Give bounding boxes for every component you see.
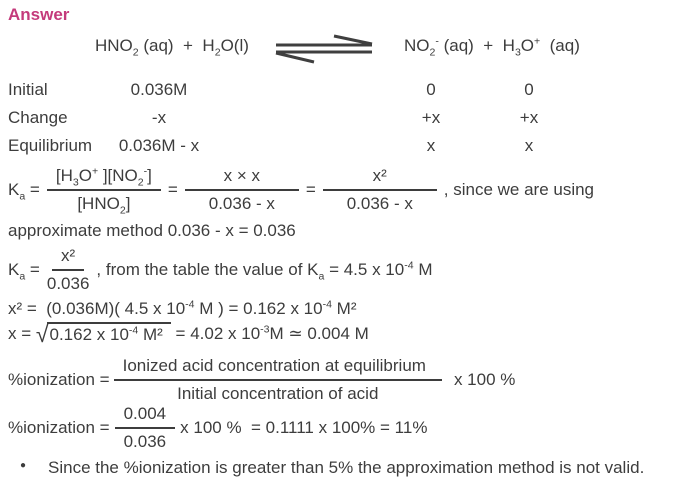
radical-sign: √ <box>35 320 49 347</box>
ionization-definition-fraction: Ionized acid concentration at equilibriu… <box>113 356 442 404</box>
square-root-line: x = √ 0.162 x 10-4 M² = 4.02 x 10-3M ≃ 0… <box>8 322 369 345</box>
equilibrium-arrows-icon <box>275 34 373 64</box>
ionization-computation-line: %ionization = 0.004 0.036 x 100 % = 0.11… <box>8 404 427 452</box>
ice-row-label: Change <box>8 108 68 127</box>
ice-cell-hno2: 0.036M <box>130 80 188 99</box>
ka-lhs: Ka = <box>8 180 40 203</box>
approximation-line: approximate method 0.036 - x = 0.036 <box>8 221 296 240</box>
equation-right-side: NO2- (aq) + H3O+ (aq) <box>404 35 580 59</box>
bullet-marker-icon: ● <box>20 460 27 471</box>
ice-cell-hno2: -x <box>151 108 167 127</box>
equation-left-side: HNO2 (aq) + H2O(l) <box>95 36 249 59</box>
ka-fraction-xx: x × x 0.036 - x <box>184 166 299 214</box>
ka-fraction-x2: x² 0.036 - x <box>322 166 437 214</box>
sqrt-prefix: x = <box>8 323 36 343</box>
ionization-definition-line: %ionization = Ionized acid concentration… <box>8 356 515 404</box>
equals-sign: = <box>305 180 316 199</box>
ionization-result: x 100 % = 0.1111 x 100% = 11% <box>180 418 428 437</box>
ka-value-tail: , from the table the value of Ka = 4.5 x… <box>96 259 433 283</box>
ice-cell-no2: +x <box>421 108 441 127</box>
ice-cell-hno2: 0.036M - x <box>118 136 200 155</box>
ka-simplified-line: Ka = x² 0.036 , from the table the value… <box>8 246 432 294</box>
ka-lhs: Ka = <box>8 260 40 283</box>
ice-cell-no2: x <box>426 136 436 155</box>
ka-fraction-concentrations: [H3O+ ][NO2-] [HNO2] <box>46 166 161 216</box>
ice-cell-h3o: 0 <box>524 80 534 99</box>
ionization-lhs: %ionization = <box>8 418 110 437</box>
sqrt-result: = 4.02 x 10-3M ≃ 0.004 M <box>170 322 369 343</box>
ka-fraction-simplified: x² 0.036 <box>46 246 90 293</box>
times-100-label: x 100 % <box>453 370 516 389</box>
equals-sign: = <box>167 180 178 199</box>
ka-expression-line: Ka = [H3O+ ][NO2-] [HNO2] = x × x 0.036 … <box>8 166 595 216</box>
conclusion-text: Since the %ionization is greater than 5%… <box>48 458 645 477</box>
ionization-lhs: %ionization = <box>8 370 110 389</box>
x-squared-line: x² = (0.036M)( 4.5 x 10-4 M ) = 0.162 x … <box>8 298 357 318</box>
answer-heading: Answer <box>8 5 70 24</box>
ice-cell-h3o: x <box>524 136 534 155</box>
ice-cell-h3o: +x <box>519 108 539 127</box>
radicand: 0.162 x 10-4 M² <box>46 322 171 345</box>
ice-row-label: Equilibrium <box>8 136 93 155</box>
ice-cell-no2: 0 <box>426 80 436 99</box>
ionization-value-fraction: 0.004 0.036 <box>114 404 176 452</box>
ka-line-tail: , since we are using <box>443 180 595 199</box>
ice-row-label: Initial <box>8 80 48 99</box>
